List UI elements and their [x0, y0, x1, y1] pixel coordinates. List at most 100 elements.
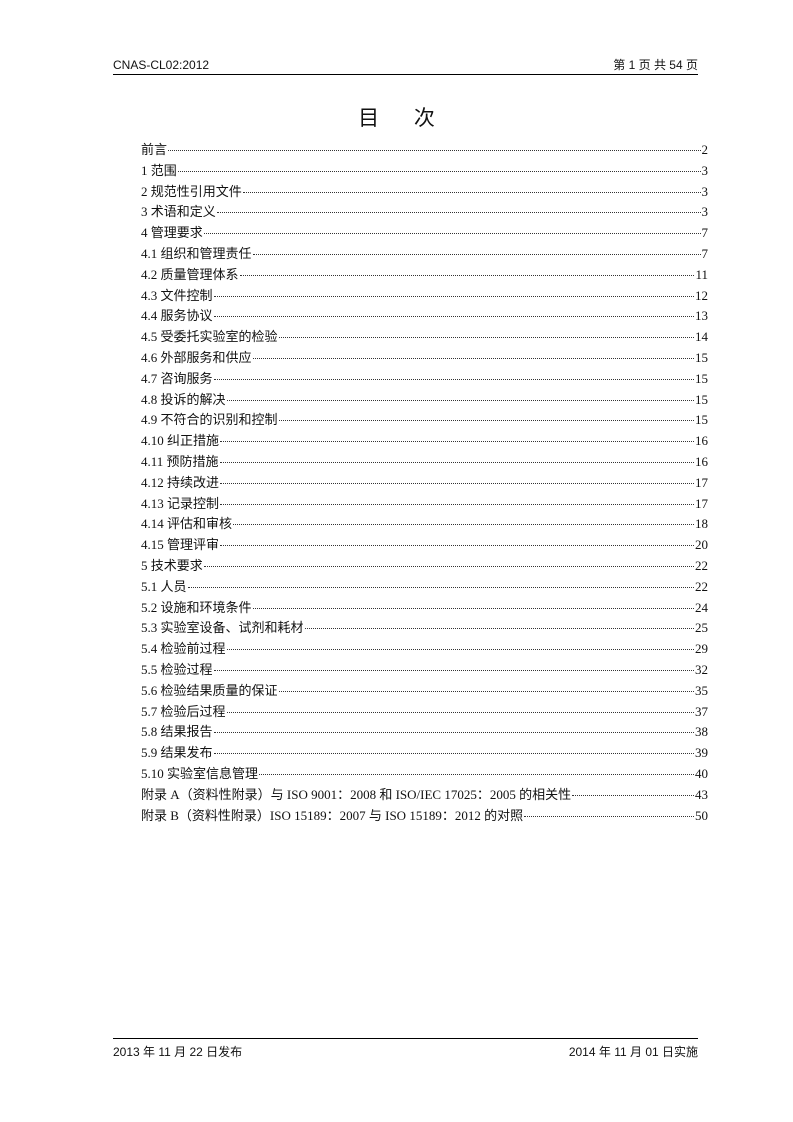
- dot-leader: [203, 565, 694, 567]
- dot-leader: [278, 420, 694, 422]
- toc-entry[interactable]: 5.6 检验结果质量的保证 35: [141, 680, 708, 701]
- dot-leader: [213, 295, 694, 297]
- toc-entry[interactable]: 4.14 评估和审核 18: [141, 513, 708, 534]
- toc-entry-label: 4.14 评估和审核: [141, 516, 233, 532]
- toc-entry-label: 5.8 结果报告: [141, 724, 213, 740]
- toc-entry-page: 37: [695, 703, 708, 719]
- toc-entry[interactable]: 5.3 实验室设备、试剂和耗材 25: [141, 617, 708, 638]
- toc-entry[interactable]: 4.6 外部服务和供应 15: [141, 347, 708, 368]
- toc-entry-label: 附录 B（资料性附录）ISO 15189：2007 与 ISO 15189：20…: [141, 807, 524, 823]
- toc-entry[interactable]: 5.8 结果报告 38: [141, 721, 708, 742]
- toc-entry-page: 17: [695, 474, 708, 490]
- toc-entry[interactable]: 4.15 管理评审 20: [141, 534, 708, 555]
- dot-leader: [233, 524, 694, 526]
- toc-entry[interactable]: 5.4 检验前过程 29: [141, 638, 708, 659]
- toc-entry-label: 5.1 人员: [141, 578, 187, 594]
- toc-entry-label: 5.5 检验过程: [141, 661, 213, 677]
- toc-entry[interactable]: 4.3 文件控制 12: [141, 285, 708, 306]
- toc-entry-page: 50: [695, 807, 708, 823]
- toc-entry[interactable]: 2 规范性引用文件 3: [141, 181, 708, 202]
- toc-entry-label: 5.10 实验室信息管理: [141, 765, 259, 781]
- effective-date: 2014 年 11 月 01 日实施: [568, 1045, 698, 1059]
- toc-entry[interactable]: 4.13 记录控制 17: [141, 493, 708, 514]
- toc-entry[interactable]: 5.9 结果发布 39: [141, 742, 708, 763]
- dot-leader: [213, 669, 694, 671]
- toc-entry-page: 29: [695, 641, 708, 657]
- page-footer: 2013 年 11 月 22 日发布 2014 年 11 月 01 日实施: [113, 1038, 698, 1060]
- toc-entry-label: 4.15 管理评审: [141, 537, 220, 553]
- toc-entry-page: 14: [695, 329, 708, 345]
- toc-entry[interactable]: 4.11 预防措施 16: [141, 451, 708, 472]
- toc-entry-label: 5 技术要求: [141, 557, 203, 573]
- toc-entry[interactable]: 附录 B（资料性附录）ISO 15189：2007 与 ISO 15189：20…: [141, 805, 708, 826]
- toc-entry-page: 32: [695, 661, 708, 677]
- dot-leader: [259, 773, 694, 775]
- dot-leader: [252, 253, 701, 255]
- toc-entry[interactable]: 5 技术要求 22: [141, 555, 708, 576]
- toc-entry[interactable]: 1 范围 3: [141, 160, 708, 181]
- dot-leader: [278, 337, 694, 339]
- toc-entry-page: 3: [701, 204, 709, 220]
- toc-entry-label: 5.3 实验室设备、试剂和耗材: [141, 620, 304, 636]
- toc-entry-page: 16: [695, 453, 708, 469]
- toc-entry-page: 22: [695, 557, 708, 573]
- dot-leader: [572, 794, 694, 796]
- toc-entry[interactable]: 4.9 不符合的识别和控制 15: [141, 409, 708, 430]
- toc-entry[interactable]: 5.2 设施和环境条件 24: [141, 597, 708, 618]
- toc-entry[interactable]: 3 术语和定义 3: [141, 201, 708, 222]
- document-id: CNAS-CL02:2012: [113, 58, 210, 72]
- toc-entry-label: 4.8 投诉的解决: [141, 391, 226, 407]
- toc-entry-page: 11: [695, 266, 708, 282]
- toc-entry-label: 附录 A（资料性附录）与 ISO 9001：2008 和 ISO/IEC 170…: [141, 786, 572, 802]
- toc-entry[interactable]: 4.4 服务协议 13: [141, 305, 708, 326]
- toc-entry-label: 5.6 检验结果质量的保证: [141, 682, 278, 698]
- toc-entry-label: 4.7 咨询服务: [141, 370, 213, 386]
- toc-entry-label: 4.11 预防措施: [141, 453, 219, 469]
- toc-entry-label: 1 范围: [141, 162, 177, 178]
- toc-entry-page: 20: [695, 537, 708, 553]
- dot-leader: [220, 503, 694, 505]
- toc-entry[interactable]: 4 管理要求 7: [141, 222, 708, 243]
- toc-entry[interactable]: 4.7 咨询服务 15: [141, 368, 708, 389]
- toc-entry[interactable]: 附录 A（资料性附录）与 ISO 9001：2008 和 ISO/IEC 170…: [141, 784, 708, 805]
- toc-entry-label: 4.13 记录控制: [141, 495, 220, 511]
- toc-entry-page: 25: [695, 620, 708, 636]
- toc-entry[interactable]: 4.12 持续改进 17: [141, 472, 708, 493]
- toc-entry[interactable]: 前言 2: [141, 139, 708, 160]
- toc-entry[interactable]: 5.10 实验室信息管理 40: [141, 763, 708, 784]
- toc-entry-page: 17: [695, 495, 708, 511]
- toc-entry[interactable]: 4.10 纠正措施 16: [141, 430, 708, 451]
- dot-leader: [177, 170, 701, 172]
- toc-entry[interactable]: 4.8 投诉的解决 15: [141, 389, 708, 410]
- dot-leader: [252, 607, 694, 609]
- dot-leader: [216, 212, 701, 214]
- dot-leader: [213, 753, 694, 755]
- toc-entry-page: 15: [695, 349, 708, 365]
- toc-entry-page: 15: [695, 391, 708, 407]
- toc-entry-page: 13: [695, 308, 708, 324]
- page-number: 第 1 页 共 54 页: [613, 58, 698, 72]
- toc-entry-label: 3 术语和定义: [141, 204, 216, 220]
- toc-entry-page: 40: [695, 765, 708, 781]
- toc-entry-page: 38: [695, 724, 708, 740]
- toc-entry-page: 15: [695, 412, 708, 428]
- toc-entry-label: 4 管理要求: [141, 225, 203, 241]
- toc-entry-page: 18: [695, 516, 708, 532]
- toc-entry[interactable]: 5.1 人员 22: [141, 576, 708, 597]
- toc-entry-label: 2 规范性引用文件: [141, 183, 242, 199]
- toc-entry-label: 5.9 结果发布: [141, 745, 213, 761]
- page-header: CNAS-CL02:2012 第 1 页 共 54 页: [113, 58, 698, 75]
- dot-leader: [203, 233, 701, 235]
- dot-leader: [220, 545, 694, 547]
- toc-entry-label: 4.9 不符合的识别和控制: [141, 412, 278, 428]
- toc-entry-label: 5.2 设施和环境条件: [141, 599, 252, 615]
- toc-entry[interactable]: 4.1 组织和管理责任 7: [141, 243, 708, 264]
- toc-entry[interactable]: 5.7 检验后过程 37: [141, 701, 708, 722]
- dot-leader: [220, 441, 694, 443]
- dot-leader: [524, 815, 694, 817]
- toc-entry-label: 5.7 检验后过程: [141, 703, 226, 719]
- toc-entry[interactable]: 4.2 质量管理体系 11: [141, 264, 708, 285]
- toc-entry[interactable]: 5.5 检验过程 32: [141, 659, 708, 680]
- toc-entry[interactable]: 4.5 受委托实验室的检验 14: [141, 326, 708, 347]
- toc-entry-page: 39: [695, 745, 708, 761]
